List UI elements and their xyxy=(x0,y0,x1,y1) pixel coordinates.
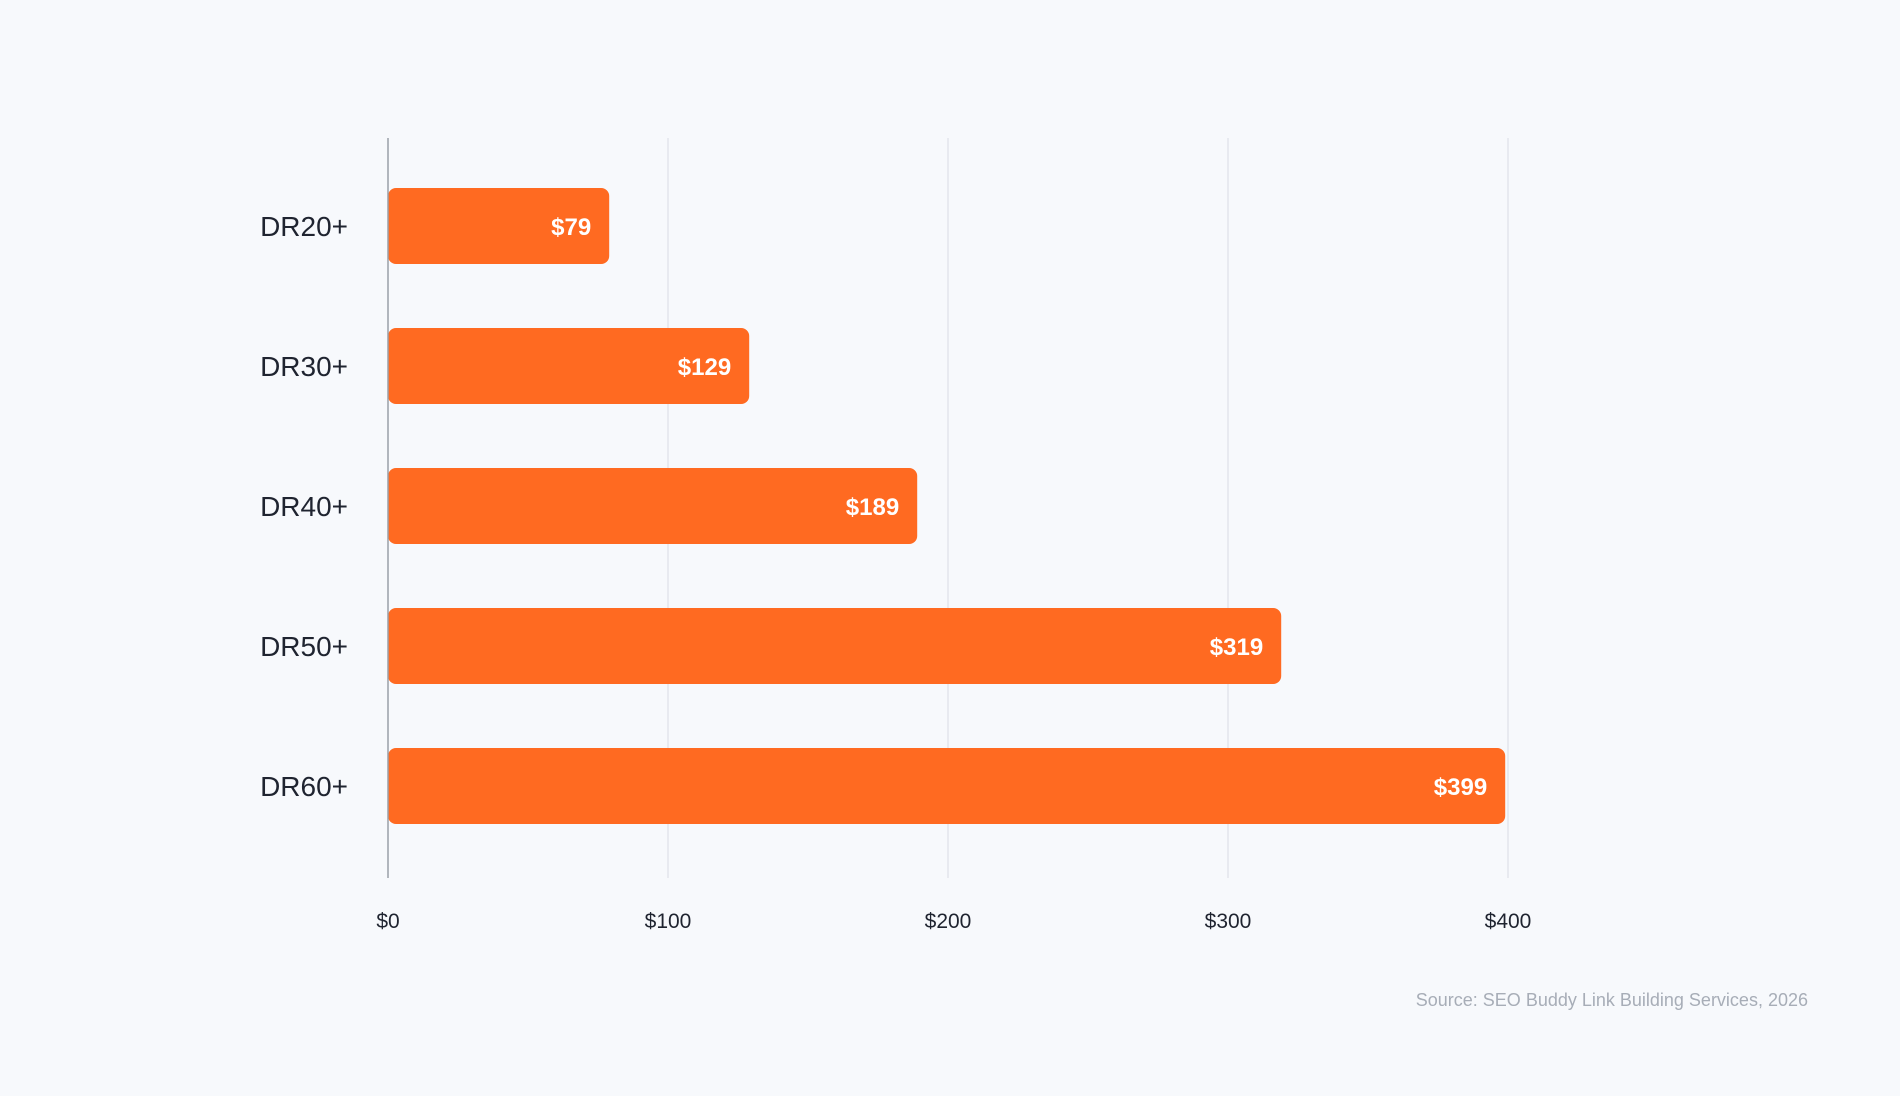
bar xyxy=(388,468,918,544)
labels: $0 $100 $200 $300 $400 DR20+ $79 DR30+ $129 DR40+… xyxy=(260,211,1531,933)
bar xyxy=(388,608,1282,684)
bar-value-label: $129 xyxy=(678,354,731,381)
x-tick-label: $100 xyxy=(645,910,692,933)
bar xyxy=(388,748,1506,824)
bar-value-label: $319 xyxy=(1210,634,1263,661)
x-tick-label: $200 xyxy=(925,910,972,933)
x-tick-label: $300 xyxy=(1205,910,1252,933)
bars xyxy=(388,188,1506,824)
bar-value-label: $399 xyxy=(1434,774,1487,801)
bar xyxy=(388,328,750,404)
bar-value-label: $79 xyxy=(551,214,591,241)
category-label: DR60+ xyxy=(260,771,348,802)
bar-value-label: $189 xyxy=(846,494,899,521)
x-tick-label: $0 xyxy=(376,910,399,933)
category-label: DR30+ xyxy=(260,351,348,382)
source-note: Source: SEO Buddy Link Building Services… xyxy=(1415,990,1808,1010)
category-label: DR40+ xyxy=(260,491,348,522)
category-label: DR20+ xyxy=(260,211,348,242)
bar xyxy=(388,188,610,264)
x-tick-label: $400 xyxy=(1485,910,1532,933)
category-label: DR50+ xyxy=(260,631,348,662)
